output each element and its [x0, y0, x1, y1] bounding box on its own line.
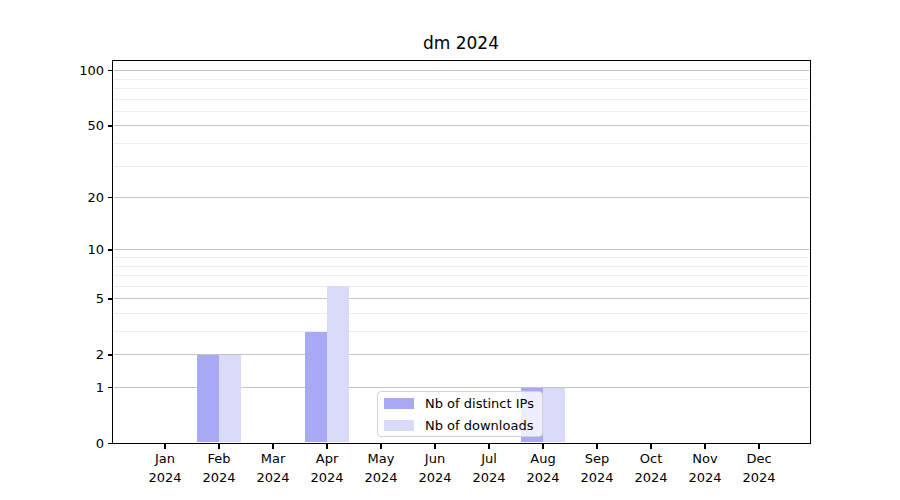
x-tick-label-oct: Oct2024: [621, 450, 681, 487]
x-tick-label-feb: Feb2024: [189, 450, 249, 487]
y-tick-label-5: 5: [54, 290, 104, 308]
x-tick-label-may: May2024: [351, 450, 411, 487]
x-tick-month: Sep: [567, 450, 627, 469]
x-axis-tick-mar: [272, 444, 274, 449]
x-tick-month: Jul: [459, 450, 519, 469]
x-tick-label-jun: Jun2024: [405, 450, 465, 487]
x-axis-tick-oct: [650, 444, 652, 449]
x-axis-tick-feb: [218, 444, 220, 449]
legend: Nb of distinct IPs Nb of downloads: [377, 391, 543, 437]
x-tick-month: Jun: [405, 450, 465, 469]
y-axis-tick-100: [108, 70, 113, 72]
x-tick-month: Jan: [135, 450, 195, 469]
y-tick-label-2: 2: [54, 346, 104, 364]
y-tick-label-50: 50: [54, 117, 104, 135]
y-tick-label-0: 0: [54, 435, 104, 453]
x-tick-year: 2024: [297, 469, 357, 488]
download-stats-chart: dm 2024 0125102050100Jan2024Feb2024Mar20…: [0, 0, 900, 500]
x-tick-label-jan: Jan2024: [135, 450, 195, 487]
x-tick-year: 2024: [675, 469, 735, 488]
x-axis-tick-aug: [542, 444, 544, 449]
x-tick-label-apr: Apr2024: [297, 450, 357, 487]
x-tick-year: 2024: [189, 469, 249, 488]
x-tick-month: Oct: [621, 450, 681, 469]
x-tick-year: 2024: [351, 469, 411, 488]
y-axis-tick-5: [108, 298, 113, 300]
legend-label-distinct-ips: Nb of distinct IPs: [425, 396, 534, 411]
x-tick-month: Mar: [243, 450, 303, 469]
x-tick-year: 2024: [243, 469, 303, 488]
y-axis-tick-2: [108, 354, 113, 356]
y-axis-tick-50: [108, 125, 113, 127]
x-axis-tick-jan: [164, 444, 166, 449]
legend-entry-distinct-ips: Nb of distinct IPs: [384, 396, 542, 411]
y-tick-label-1: 1: [54, 379, 104, 397]
y-axis-tick-10: [108, 249, 113, 251]
x-tick-month: Aug: [513, 450, 573, 469]
x-tick-month: Nov: [675, 450, 735, 469]
x-axis-tick-nov: [704, 444, 706, 449]
y-axis-tick-1: [108, 387, 113, 389]
x-tick-label-sep: Sep2024: [567, 450, 627, 487]
x-tick-year: 2024: [567, 469, 627, 488]
x-tick-month: Dec: [729, 450, 789, 469]
x-axis-tick-jun: [434, 444, 436, 449]
x-tick-label-dec: Dec2024: [729, 450, 789, 487]
x-axis-tick-dec: [758, 444, 760, 449]
legend-swatch-downloads-icon: [384, 420, 414, 431]
y-axis-tick-0: [108, 443, 113, 445]
y-tick-label-20: 20: [54, 189, 104, 207]
x-tick-year: 2024: [729, 469, 789, 488]
x-tick-label-aug: Aug2024: [513, 450, 573, 487]
x-tick-label-mar: Mar2024: [243, 450, 303, 487]
legend-label-downloads: Nb of downloads: [425, 418, 533, 433]
x-tick-label-jul: Jul2024: [459, 450, 519, 487]
x-axis-tick-sep: [596, 444, 598, 449]
y-axis-tick-20: [108, 197, 113, 199]
x-tick-year: 2024: [135, 469, 195, 488]
x-tick-label-nov: Nov2024: [675, 450, 735, 487]
legend-entry-downloads: Nb of downloads: [384, 418, 542, 433]
x-axis-tick-apr: [326, 444, 328, 449]
x-tick-year: 2024: [405, 469, 465, 488]
x-tick-year: 2024: [513, 469, 573, 488]
x-tick-month: May: [351, 450, 411, 469]
y-tick-label-10: 10: [54, 241, 104, 259]
x-axis-tick-may: [380, 444, 382, 449]
x-tick-year: 2024: [459, 469, 519, 488]
y-tick-label-100: 100: [54, 62, 104, 80]
legend-swatch-distinct-ips-icon: [384, 398, 414, 409]
x-tick-year: 2024: [621, 469, 681, 488]
x-axis-tick-jul: [488, 444, 490, 449]
x-tick-month: Feb: [189, 450, 249, 469]
x-tick-month: Apr: [297, 450, 357, 469]
